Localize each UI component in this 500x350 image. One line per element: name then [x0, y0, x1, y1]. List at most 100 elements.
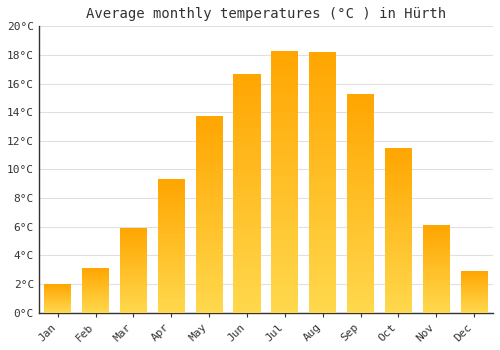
Bar	[271, 119, 298, 122]
Bar	[422, 294, 450, 295]
Bar	[460, 298, 488, 299]
Bar	[120, 284, 147, 285]
Bar	[271, 283, 298, 286]
Bar	[234, 130, 260, 133]
Bar	[385, 167, 412, 169]
Bar	[347, 159, 374, 162]
Bar	[271, 80, 298, 83]
Bar	[196, 117, 223, 119]
Bar	[347, 102, 374, 105]
Bar	[234, 79, 260, 83]
Bar	[196, 158, 223, 161]
Bar	[82, 311, 109, 312]
Bar	[82, 274, 109, 275]
Bar	[44, 304, 72, 305]
Bar	[347, 189, 374, 192]
Bar	[271, 70, 298, 74]
Bar	[347, 247, 374, 250]
Bar	[385, 304, 412, 307]
Bar	[196, 131, 223, 134]
Bar	[158, 251, 185, 253]
Bar	[422, 308, 450, 309]
Bar	[120, 273, 147, 274]
Bar	[347, 225, 374, 228]
Bar	[309, 88, 336, 91]
Bar	[347, 138, 374, 140]
Bar	[158, 181, 185, 183]
Bar	[82, 275, 109, 276]
Bar	[309, 300, 336, 303]
Bar	[271, 175, 298, 178]
Bar	[309, 58, 336, 62]
Bar	[347, 250, 374, 252]
Bar	[120, 295, 147, 296]
Bar	[271, 172, 298, 175]
Bar	[385, 255, 412, 257]
Bar	[309, 309, 336, 313]
Bar	[347, 239, 374, 241]
Bar	[347, 170, 374, 173]
Bar	[347, 187, 374, 189]
Bar	[271, 273, 298, 276]
Bar	[460, 277, 488, 278]
Bar	[82, 295, 109, 296]
Bar	[385, 251, 412, 253]
Bar	[120, 278, 147, 279]
Bar	[234, 214, 260, 217]
Bar	[158, 218, 185, 219]
Bar	[44, 312, 72, 313]
Bar	[422, 278, 450, 279]
Bar	[196, 190, 223, 192]
Bar	[120, 256, 147, 257]
Bar	[271, 270, 298, 273]
Bar	[158, 228, 185, 229]
Bar	[271, 110, 298, 113]
Bar	[385, 148, 412, 150]
Bar	[196, 283, 223, 286]
Bar	[120, 241, 147, 242]
Bar	[82, 287, 109, 288]
Bar	[120, 248, 147, 249]
Bar	[44, 294, 72, 295]
Bar	[309, 303, 336, 306]
Bar	[347, 118, 374, 121]
Bar	[347, 274, 374, 277]
Bar	[385, 156, 412, 158]
Bar	[120, 249, 147, 250]
Bar	[347, 282, 374, 285]
Bar	[196, 219, 223, 222]
Bar	[44, 284, 72, 285]
Bar	[460, 286, 488, 287]
Bar	[460, 280, 488, 281]
Bar	[309, 264, 336, 267]
Bar	[309, 111, 336, 114]
Bar	[309, 205, 336, 208]
Bar	[44, 289, 72, 290]
Bar	[309, 124, 336, 127]
Bar	[196, 215, 223, 217]
Bar	[347, 269, 374, 272]
Bar	[120, 300, 147, 301]
Bar	[44, 307, 72, 308]
Bar	[347, 310, 374, 313]
Bar	[385, 265, 412, 267]
Bar	[422, 298, 450, 299]
Bar	[271, 83, 298, 87]
Bar	[347, 261, 374, 263]
Bar	[120, 247, 147, 248]
Bar	[309, 195, 336, 199]
Bar	[460, 297, 488, 298]
Bar	[120, 242, 147, 243]
Bar	[460, 292, 488, 293]
Bar	[460, 310, 488, 311]
Bar	[422, 274, 450, 275]
Bar	[271, 122, 298, 126]
Bar	[44, 299, 72, 300]
Bar	[422, 267, 450, 268]
Bar	[158, 188, 185, 189]
Bar	[385, 175, 412, 177]
Bar	[422, 237, 450, 238]
Bar	[271, 306, 298, 309]
Bar	[422, 295, 450, 296]
Bar	[196, 144, 223, 146]
